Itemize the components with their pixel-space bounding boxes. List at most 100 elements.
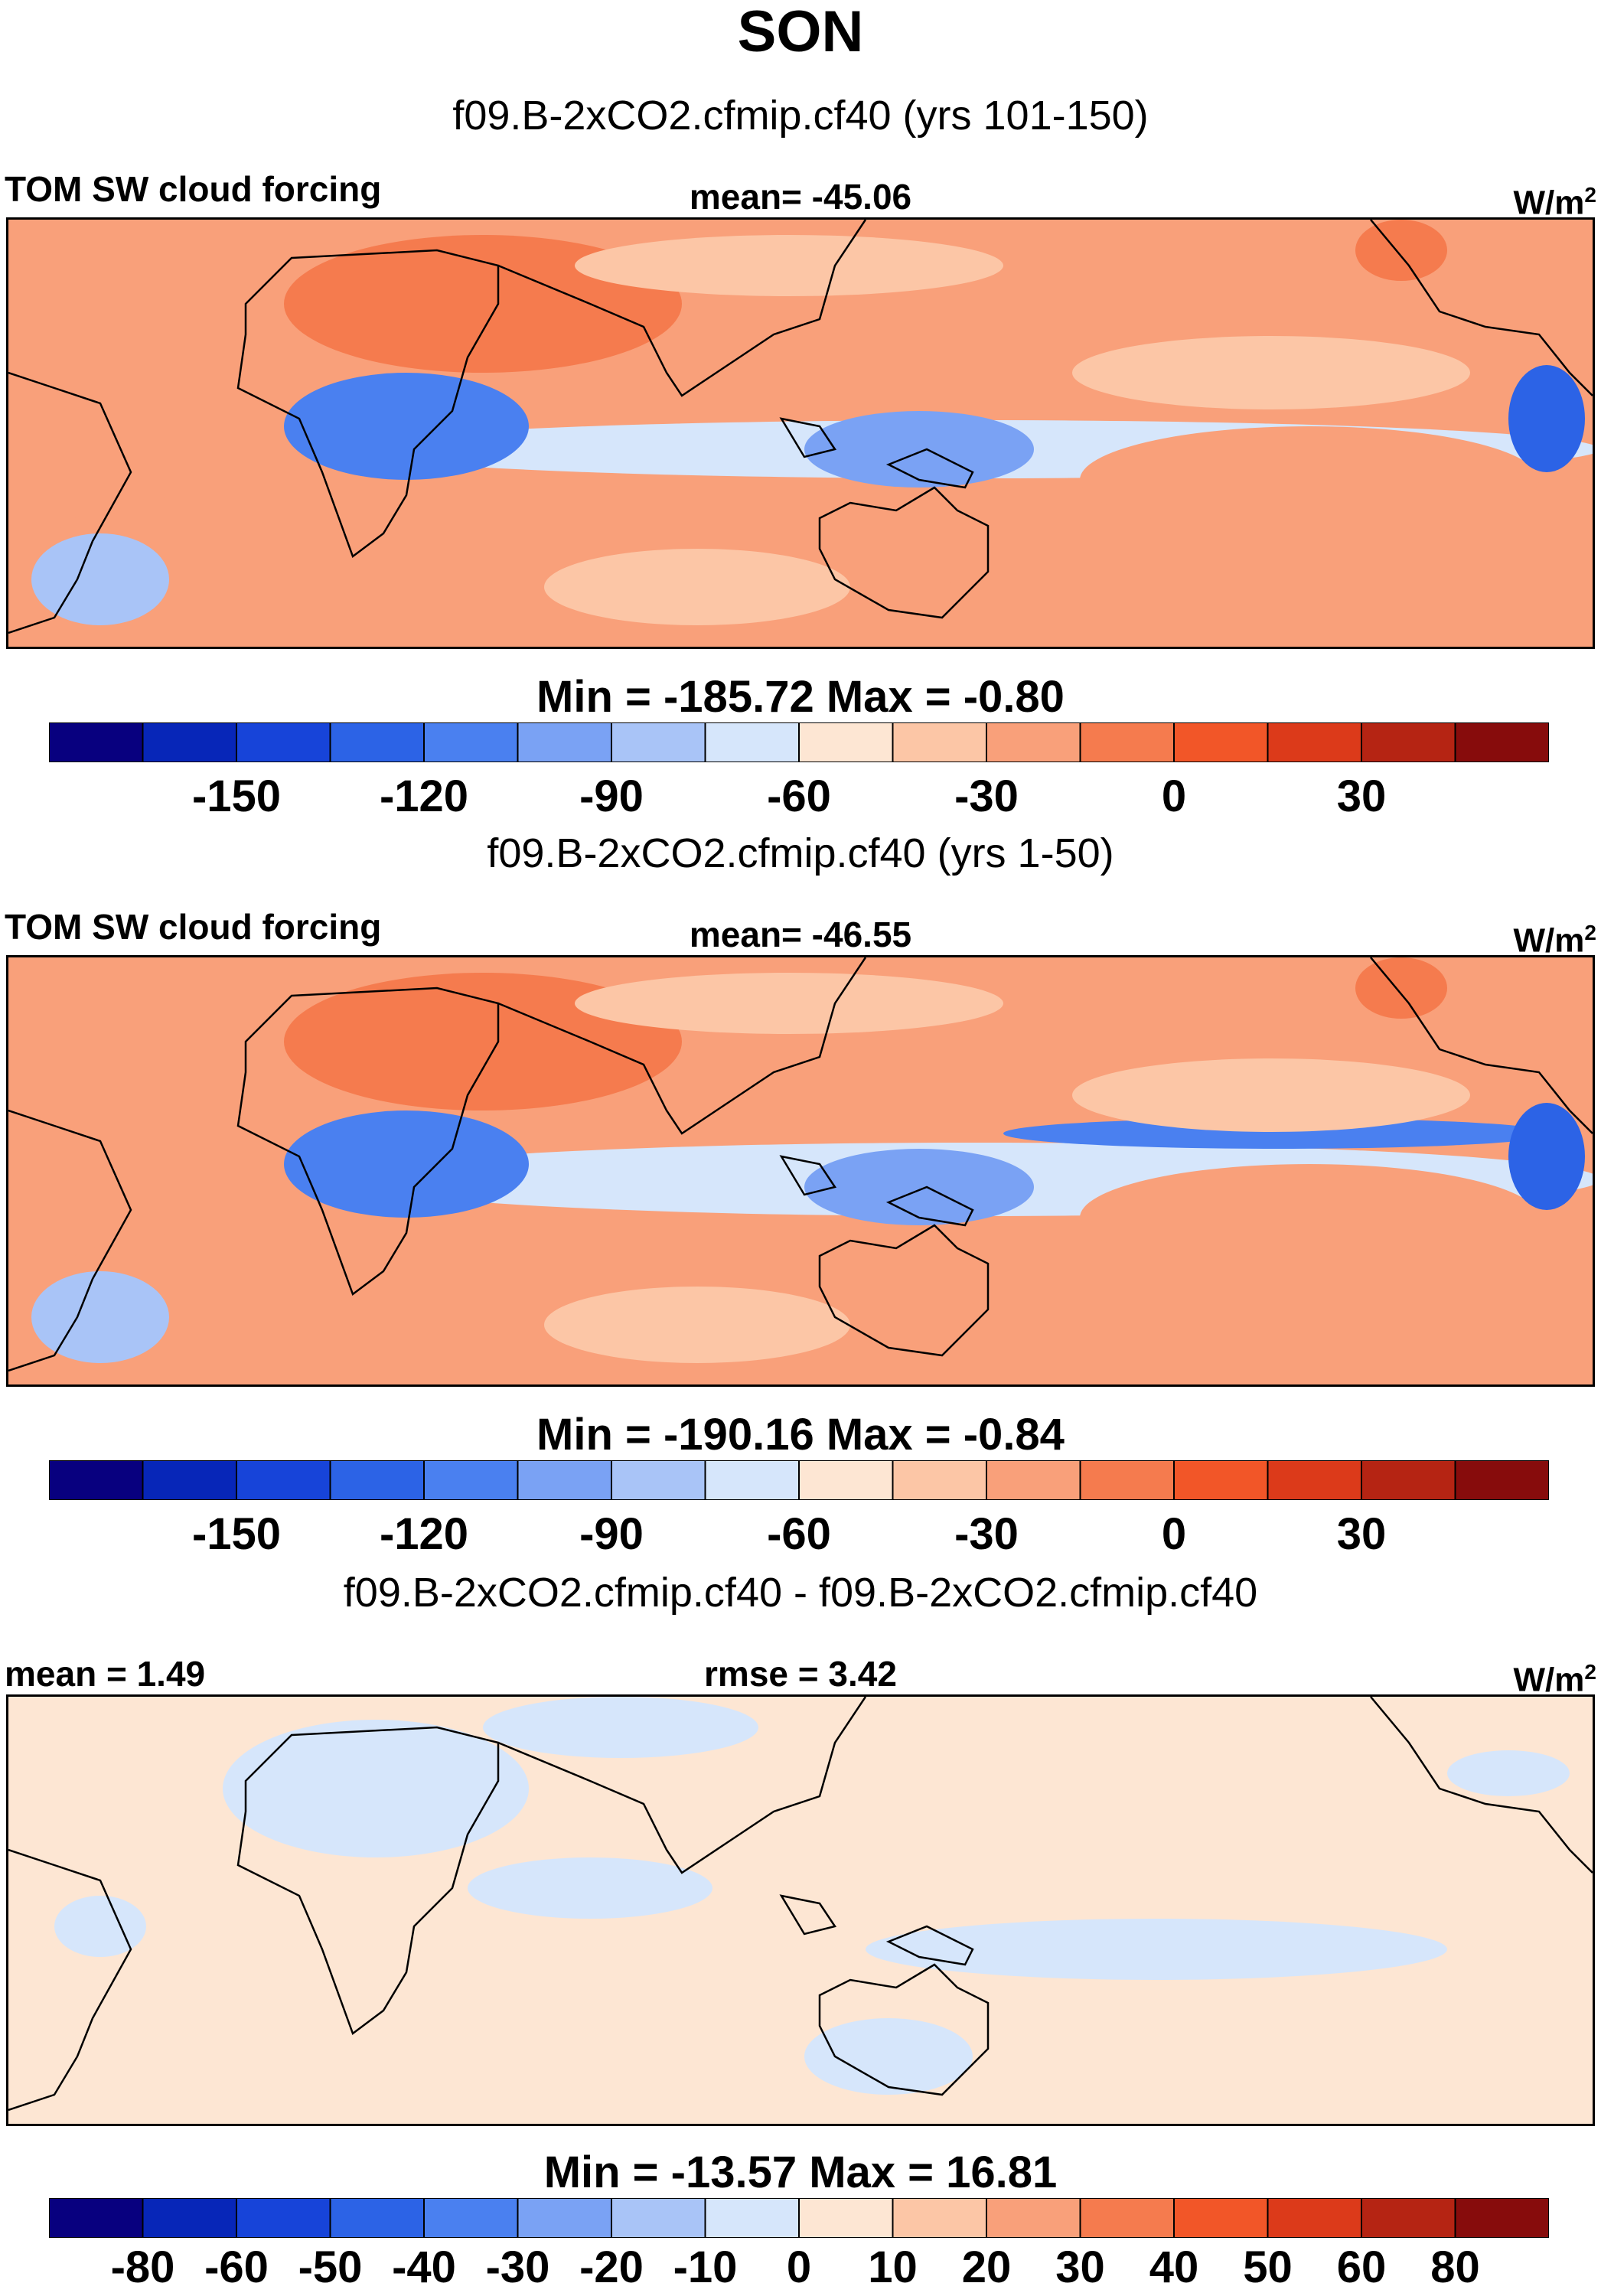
panel-1-mean-label: mean= -45.06 [689, 177, 912, 217]
coastline-asia [497, 957, 867, 1135]
field-patch-australia [797, 503, 980, 595]
panel-1-variable-label: TOM SW cloud forcing [5, 169, 382, 209]
field-patch-south-pacific [1080, 1164, 1539, 1271]
field-patch-africa [223, 1720, 529, 1857]
colorbar-box [1454, 722, 1549, 762]
colorbar-box [236, 722, 331, 762]
colorbar-box [517, 2198, 612, 2238]
colorbar-box [1454, 1460, 1549, 1500]
colorbar-box [1079, 722, 1175, 762]
panel-3-mean-label: mean = 1.49 [5, 1654, 206, 1694]
panel-2-colorbar-labels: -150 -120 -90 -60 -30 0 30 [0, 1509, 1601, 1563]
coastline-asia [497, 220, 867, 397]
season-title: SON [737, 0, 864, 64]
panel-2-units: W/m2 [1513, 921, 1596, 960]
coastline-australia [818, 1224, 990, 1357]
colorbar-tick-label: -90 [579, 1509, 644, 1559]
colorbar-tick-label: 80 [1430, 2242, 1480, 2292]
panel-2-min-max: Min = -190.16 Max = -0.84 [536, 1410, 1065, 1459]
colorbar-box [142, 2198, 237, 2238]
colorbar-box [49, 2198, 144, 2238]
colorbar-box [49, 1460, 144, 1500]
colorbar-tick-label: -20 [579, 2242, 644, 2292]
colorbar-box [1173, 722, 1269, 762]
coastlines [8, 1697, 1593, 2112]
colorbar-tick-label: -30 [954, 771, 1019, 821]
panel-1-colorbar-labels: -150 -120 -90 -60 -30 0 30 [0, 771, 1601, 825]
colorbar-tick-label: 10 [868, 2242, 918, 2292]
coastline-central-america [1370, 220, 1593, 396]
coastline-new-guinea [885, 1186, 974, 1227]
colorbar-tick-label: -50 [298, 2242, 363, 2292]
colorbar-tick-label: -120 [379, 771, 469, 821]
colorbar-box [611, 2198, 706, 2238]
colorbar-box [423, 722, 519, 762]
field-patch-east-pacific [1508, 1103, 1585, 1210]
colorbar-tick-label: -30 [954, 1509, 1019, 1559]
colorbar-tick-label: -60 [204, 2242, 269, 2292]
colorbar-tick-label: 30 [1055, 2242, 1105, 2292]
colorbar-box [1361, 2198, 1456, 2238]
colorbar-box [704, 2198, 800, 2238]
coastline-south-america [8, 1848, 132, 2112]
colorbar-box [798, 1460, 894, 1500]
field-patch-indian-ocean [468, 1857, 712, 1919]
colorbar-box [704, 1460, 800, 1500]
colorbar-tick-label: -80 [110, 2242, 175, 2292]
field-patch-indian-ocean [544, 549, 850, 625]
colorbar-box [1267, 1460, 1362, 1500]
panel-1-units: W/m2 [1513, 183, 1596, 222]
coastline-borneo [779, 1894, 837, 1936]
colorbar-box [236, 1460, 331, 1500]
coastline-borneo [779, 1155, 837, 1196]
colorbar-tick-label: -120 [379, 1509, 469, 1559]
colorbar-box [142, 722, 237, 762]
coastline-borneo [779, 417, 837, 458]
colorbar-box [1361, 722, 1456, 762]
panel-1-map [6, 217, 1595, 649]
colorbar-box [611, 1460, 706, 1500]
field-patch-central-africa [284, 373, 529, 480]
field-patch-central-africa [284, 1110, 529, 1218]
coastline-africa [236, 1726, 500, 2036]
field-patch-south-pacific [866, 1919, 1447, 1980]
coastlines [8, 220, 1593, 634]
panel-3-min-max: Min = -13.57 Max = 16.81 [543, 2148, 1058, 2197]
field-patch-south-pacific [1080, 426, 1539, 533]
field-patch-mexico [1355, 220, 1447, 281]
coastline-new-guinea [885, 448, 974, 489]
colorbar-box [49, 722, 144, 762]
colorbar-box [142, 1460, 237, 1500]
colorbar-tick-label: 60 [1336, 2242, 1387, 2292]
colorbar-box [611, 722, 706, 762]
colorbar-box [329, 722, 425, 762]
coastline-africa [236, 249, 500, 559]
panel-3-colorbar-labels: -80 -60 -50 -40 -30 -20 -10 0 10 20 30 40 50 60 80 [0, 2242, 1601, 2296]
panel-3-title: f09.B-2xCO2.cfmip.cf40 - f09.B-2xCO2.cfm… [343, 1570, 1258, 1616]
field-patch-australia [804, 2018, 973, 2095]
colorbar-box [517, 722, 612, 762]
coastline-new-guinea [885, 1925, 974, 1966]
field-patch-arabian-sea [575, 235, 1003, 296]
colorbar-tick-label: 40 [1149, 2242, 1199, 2292]
colorbar-box [892, 1460, 987, 1500]
colorbar-box [329, 2198, 425, 2238]
colorbar-box [798, 722, 894, 762]
colorbar-tick-label: 50 [1243, 2242, 1293, 2292]
coastline-south-america [8, 371, 132, 634]
colorbar-box [1454, 2198, 1549, 2238]
field-patch-brazil [31, 533, 169, 625]
colorbar-box [517, 1460, 612, 1500]
field-patch-brazil [31, 1271, 169, 1363]
coastline-central-america [1370, 1697, 1593, 1874]
colorbar-tick-label: 0 [786, 2242, 812, 2292]
coastline-central-america [1370, 957, 1593, 1134]
colorbar-tick-label: 30 [1336, 1509, 1387, 1559]
colorbar-box [798, 2198, 894, 2238]
colorbar-tick-label: -40 [392, 2242, 456, 2292]
colorbar-boxes [49, 1460, 1549, 1500]
field-patch-brazil [54, 1896, 146, 1957]
colorbar-tick-label: -60 [767, 1509, 831, 1559]
panel-1-min-max: Min = -185.72 Max = -0.80 [536, 672, 1065, 722]
colorbar-boxes [49, 722, 1549, 762]
